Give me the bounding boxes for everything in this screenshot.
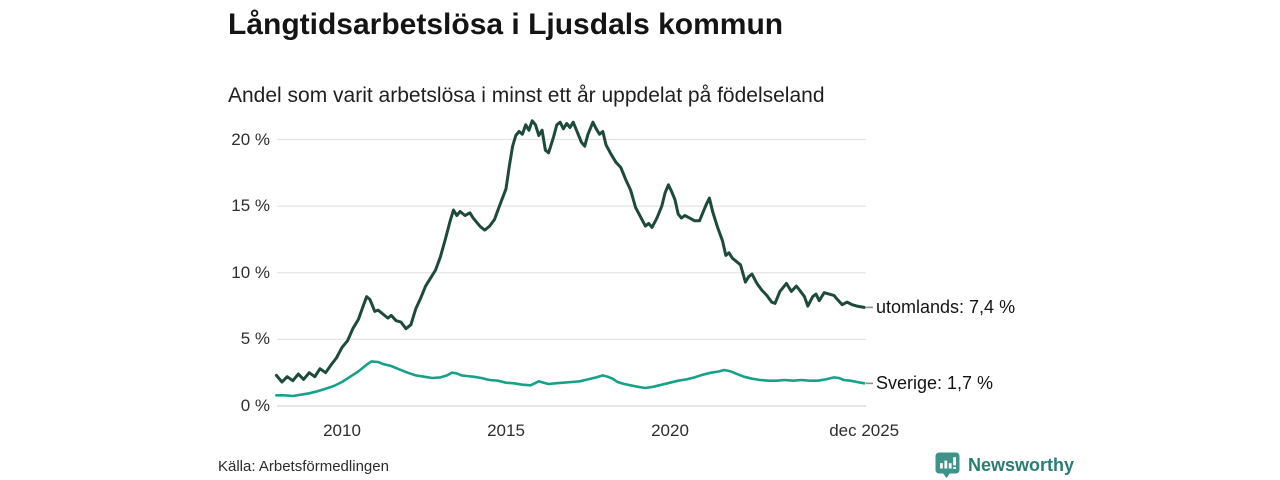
utomlands-line: [274, 119, 866, 384]
series-label-utomlands: utomlands: 7,4 %: [876, 297, 1016, 318]
y-tick-label: 15 %: [231, 196, 270, 216]
chart-subtitle: Andel som varit arbetslösa i minst ett å…: [228, 84, 825, 107]
x-tick-label: 2010: [323, 421, 361, 440]
newsworthy-wordmark: Newsworthy: [968, 454, 1075, 475]
series-label-sverige: Sverige: 1,7 %: [876, 373, 994, 394]
x-tick-label: 2015: [487, 421, 525, 440]
chart-title: Långtidsarbetslösa i Ljusdals kommun: [228, 8, 784, 41]
x-tick-label: 2020: [651, 421, 689, 440]
Sverige-line: [275, 360, 866, 398]
y-tick-label: 20 %: [231, 129, 270, 149]
y-tick-label: 0 %: [240, 396, 270, 415]
y-tick-label: 5 %: [240, 329, 270, 349]
y-tick-label: 10 %: [231, 262, 270, 282]
newsworthy-bubble-barchart-icon: [934, 451, 961, 480]
newsworthy-logo-link[interactable]: Newsworthy: [934, 450, 1074, 480]
x-tick-label: dec 2025: [829, 421, 900, 440]
source-attribution: Källa: Arbetsförmedlingen: [218, 458, 389, 475]
